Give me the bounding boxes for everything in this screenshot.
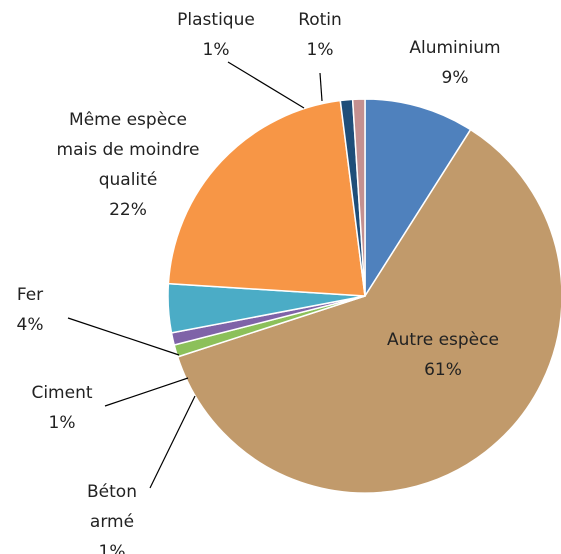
category-name: Ciment [31, 383, 93, 403]
slice-label: Plastique 1% [161, 5, 271, 65]
slice-label: Même espèce mais de moindre qualité 22% [53, 105, 203, 225]
leader-line [104, 377, 189, 407]
slice-label: Rotin 1% [285, 5, 355, 65]
value-label: 22% [109, 200, 147, 220]
pie-slice [176, 128, 561, 494]
leader-line [149, 395, 196, 489]
value-label: 1% [202, 40, 230, 60]
value-label: 1% [98, 542, 126, 554]
pie-slice [351, 98, 366, 297]
value-label: 4% [16, 315, 44, 335]
category-name: Plastique [177, 10, 255, 30]
category-name: Même espèce mais de moindre qualité [56, 110, 200, 190]
pie-slice [167, 99, 366, 297]
category-name: Autre espèce [387, 330, 499, 350]
value-label: 1% [48, 413, 76, 433]
slice-label: Fer 4% [0, 280, 60, 340]
value-label: 61% [424, 360, 462, 380]
leader-line [227, 61, 305, 109]
slice-label: Béton armé 1% [67, 477, 157, 554]
value-label: 9% [441, 68, 469, 88]
pie-slice [364, 98, 472, 299]
slice-label: Autre espèce 61% [363, 325, 523, 385]
category-name: Béton armé [87, 482, 137, 532]
category-name: Fer [16, 285, 44, 305]
slice-label: Ciment 1% [17, 378, 107, 438]
value-label: 1% [306, 40, 334, 60]
slice-label: Aluminium 9% [385, 33, 525, 93]
leader-line [67, 317, 180, 356]
category-name: Aluminium [409, 38, 501, 58]
leader-line [319, 72, 323, 102]
category-name: Rotin [298, 10, 342, 30]
